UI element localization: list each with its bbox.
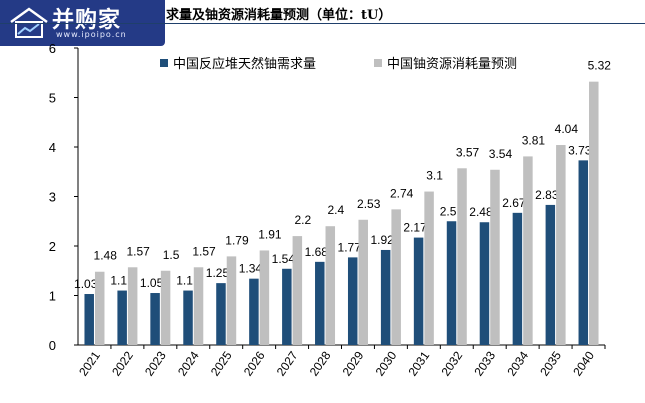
data-label: 1.92: [370, 233, 394, 247]
bar-consumption: [325, 226, 336, 345]
bar-demand: [183, 290, 193, 345]
bar-consumption: [127, 267, 138, 345]
y-tick-label: 3: [49, 190, 56, 205]
bar-demand: [479, 222, 490, 345]
x-tick-label: 2034: [504, 348, 531, 378]
data-label: 3.57: [456, 145, 480, 159]
bar-consumption: [94, 271, 105, 345]
bar-consumption: [226, 256, 237, 345]
data-label: 2.2: [295, 213, 312, 227]
x-tick-label: 2031: [406, 348, 433, 378]
data-label: 3.1: [426, 169, 443, 183]
x-tick-label: 2022: [109, 348, 136, 378]
data-label: 1.03: [74, 277, 98, 291]
data-label: 3.73: [568, 143, 592, 157]
bar-demand: [315, 261, 325, 345]
data-label: 3.81: [522, 133, 546, 147]
x-tick-label: 2029: [340, 348, 367, 378]
data-label: 1.68: [305, 245, 329, 259]
data-label: 2.17: [403, 221, 427, 235]
bar-demand: [347, 257, 358, 345]
data-label: 1.57: [126, 244, 150, 258]
data-label: 2.5: [440, 204, 457, 218]
bar-demand: [282, 268, 292, 345]
legend-label-demand: 中国反应堆天然铀需求量: [173, 56, 316, 72]
data-label: 2.74: [390, 186, 414, 200]
x-tick-label: 2032: [438, 348, 465, 378]
x-tick-label: 2021: [76, 348, 103, 378]
legend-label-consumption: 中国铀资源消耗量预测: [387, 57, 517, 72]
bar-consumption: [589, 81, 599, 345]
x-tick-label: 2040: [570, 348, 597, 378]
legend-swatch-consumption: [374, 59, 382, 67]
chart-title: 求量及铀资源消耗量预测（单位：tU）: [166, 8, 392, 23]
data-label: 2.83: [535, 188, 559, 202]
bar-demand: [413, 237, 424, 345]
data-label: 1.91: [258, 227, 282, 241]
data-label: 1.34: [239, 262, 263, 276]
bar-demand: [84, 294, 94, 345]
data-label: 1.77: [338, 240, 362, 254]
data-label: 1.57: [192, 244, 216, 258]
x-tick-label: 2027: [274, 348, 301, 378]
house-icon: [10, 7, 48, 38]
data-label: 2.53: [357, 197, 381, 211]
data-label: 2.48: [469, 205, 493, 219]
watermark-url: www.ipoipo.cn: [56, 30, 127, 39]
title-rule: [0, 23, 645, 24]
y-tick-label: 1: [49, 289, 56, 304]
bar-demand: [545, 204, 556, 345]
bar-demand: [578, 160, 589, 345]
data-label: 1.48: [94, 249, 118, 263]
bar-consumption: [490, 169, 500, 345]
data-label: 2.4: [327, 203, 344, 217]
data-label: 1.1: [110, 274, 127, 288]
bar-consumption: [292, 236, 303, 345]
data-label: 1.54: [272, 252, 296, 266]
bar-consumption: [523, 156, 533, 345]
bar-consumption: [556, 145, 566, 345]
y-tick-label: 0: [49, 338, 56, 353]
bar-demand: [380, 249, 391, 345]
x-tick-label: 2025: [208, 348, 235, 378]
bar-consumption: [457, 168, 467, 345]
bar-demand: [512, 212, 523, 345]
bar-demand: [446, 221, 457, 345]
legend-swatch-demand: [160, 59, 168, 67]
data-label: 1.25: [206, 266, 230, 280]
bar-consumption: [358, 219, 368, 345]
data-label: 1.1: [176, 274, 193, 288]
y-tick-label: 4: [49, 140, 56, 155]
watermark-brand: 并购家: [52, 8, 122, 33]
x-tick-label: 2024: [175, 348, 202, 378]
data-label: 1.5: [163, 248, 180, 262]
data-label: 1.05: [140, 276, 164, 290]
x-tick-label: 2028: [307, 348, 334, 378]
x-tick-label: 2023: [142, 348, 169, 378]
x-tick-label: 2035: [537, 348, 564, 378]
bar-consumption: [391, 209, 401, 345]
bar-consumption: [259, 250, 270, 345]
bar-consumption: [424, 191, 434, 345]
data-label: 5.32: [588, 59, 612, 73]
data-label: 4.04: [555, 122, 579, 136]
bar-demand: [117, 290, 127, 345]
x-tick-label: 2033: [471, 348, 498, 378]
y-tick-label: 6: [49, 41, 56, 56]
x-tick-label: 2026: [241, 348, 268, 378]
bar-demand: [249, 278, 259, 345]
data-label: 1.79: [225, 233, 249, 247]
bar-consumption: [160, 270, 171, 345]
bar-demand: [216, 283, 226, 345]
data-label: 2.67: [502, 196, 526, 210]
data-label: 3.54: [489, 147, 513, 161]
bar-consumption: [193, 267, 204, 345]
y-tick-label: 5: [49, 91, 56, 106]
y-tick-label: 2: [49, 239, 56, 254]
bar-demand: [150, 293, 160, 345]
x-tick-label: 2030: [373, 348, 400, 378]
